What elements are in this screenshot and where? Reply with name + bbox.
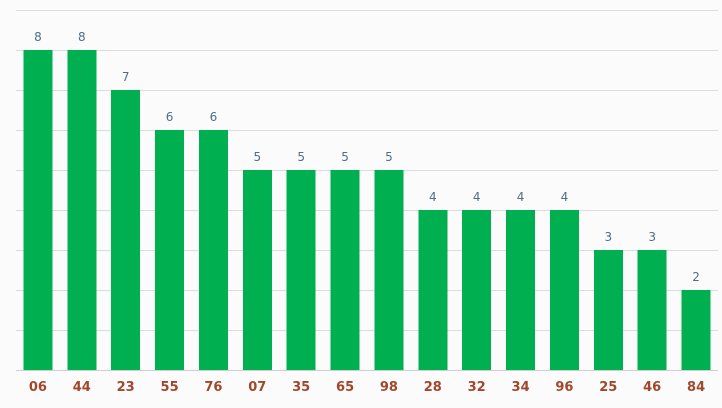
x-tick-label-44: 44: [73, 380, 91, 395]
data-label-06: 8: [34, 30, 42, 44]
x-tick-label-34: 34: [512, 380, 530, 395]
x-tick-label-84: 84: [687, 380, 705, 395]
data-label-34: 4: [517, 190, 525, 204]
bar-96: [549, 210, 579, 370]
x-tick-label-32: 32: [468, 380, 486, 395]
bar-28: [418, 210, 448, 370]
data-label-44: 8: [78, 30, 86, 44]
bar-25: [593, 250, 623, 370]
data-label-23: 7: [122, 70, 130, 84]
x-tick-label-76: 76: [204, 380, 222, 395]
x-tick-label-65: 65: [336, 380, 354, 395]
bar-32: [462, 210, 492, 370]
data-label-76: 6: [210, 110, 218, 124]
bar-76: [198, 130, 228, 370]
data-label-35: 5: [297, 150, 305, 164]
data-label-25: 3: [604, 230, 612, 244]
data-label-65: 5: [341, 150, 349, 164]
bar-34: [506, 210, 536, 370]
x-tick-label-35: 35: [292, 380, 310, 395]
x-tick-label-96: 96: [555, 380, 573, 395]
bar-44: [67, 50, 97, 370]
data-label-07: 5: [253, 150, 261, 164]
data-label-84: 2: [692, 270, 700, 284]
data-labels: 8 8 7 6 6 5 5 5 5 4 4 4 4 3 3 2: [34, 30, 700, 284]
bar-46: [637, 250, 667, 370]
x-tick-label-06: 06: [29, 380, 47, 395]
x-tick-label-25: 25: [599, 380, 617, 395]
x-tick-label-28: 28: [424, 380, 442, 395]
data-label-96: 4: [561, 190, 569, 204]
bar-07: [242, 170, 272, 370]
data-label-98: 5: [385, 150, 393, 164]
data-label-55: 6: [166, 110, 174, 124]
x-tick-label-07: 07: [248, 380, 266, 395]
bar-98: [374, 170, 404, 370]
bar-35: [286, 170, 316, 370]
bar-84: [681, 290, 711, 370]
data-label-32: 4: [473, 190, 481, 204]
bar-65: [330, 170, 360, 370]
data-label-28: 4: [429, 190, 437, 204]
data-label-46: 3: [648, 230, 656, 244]
bars: [23, 50, 711, 370]
x-tick-label-55: 55: [161, 380, 179, 395]
x-tick-label-98: 98: [380, 380, 398, 395]
x-tick-label-46: 46: [643, 380, 661, 395]
bar-23: [111, 90, 141, 370]
bar-06: [23, 50, 53, 370]
x-axis-tick-labels: 06 44 23 55 76 07 35 65 98 28 32 34 96 25 46 84: [29, 380, 705, 395]
x-tick-label-23: 23: [117, 380, 135, 395]
bar-55: [155, 130, 185, 370]
